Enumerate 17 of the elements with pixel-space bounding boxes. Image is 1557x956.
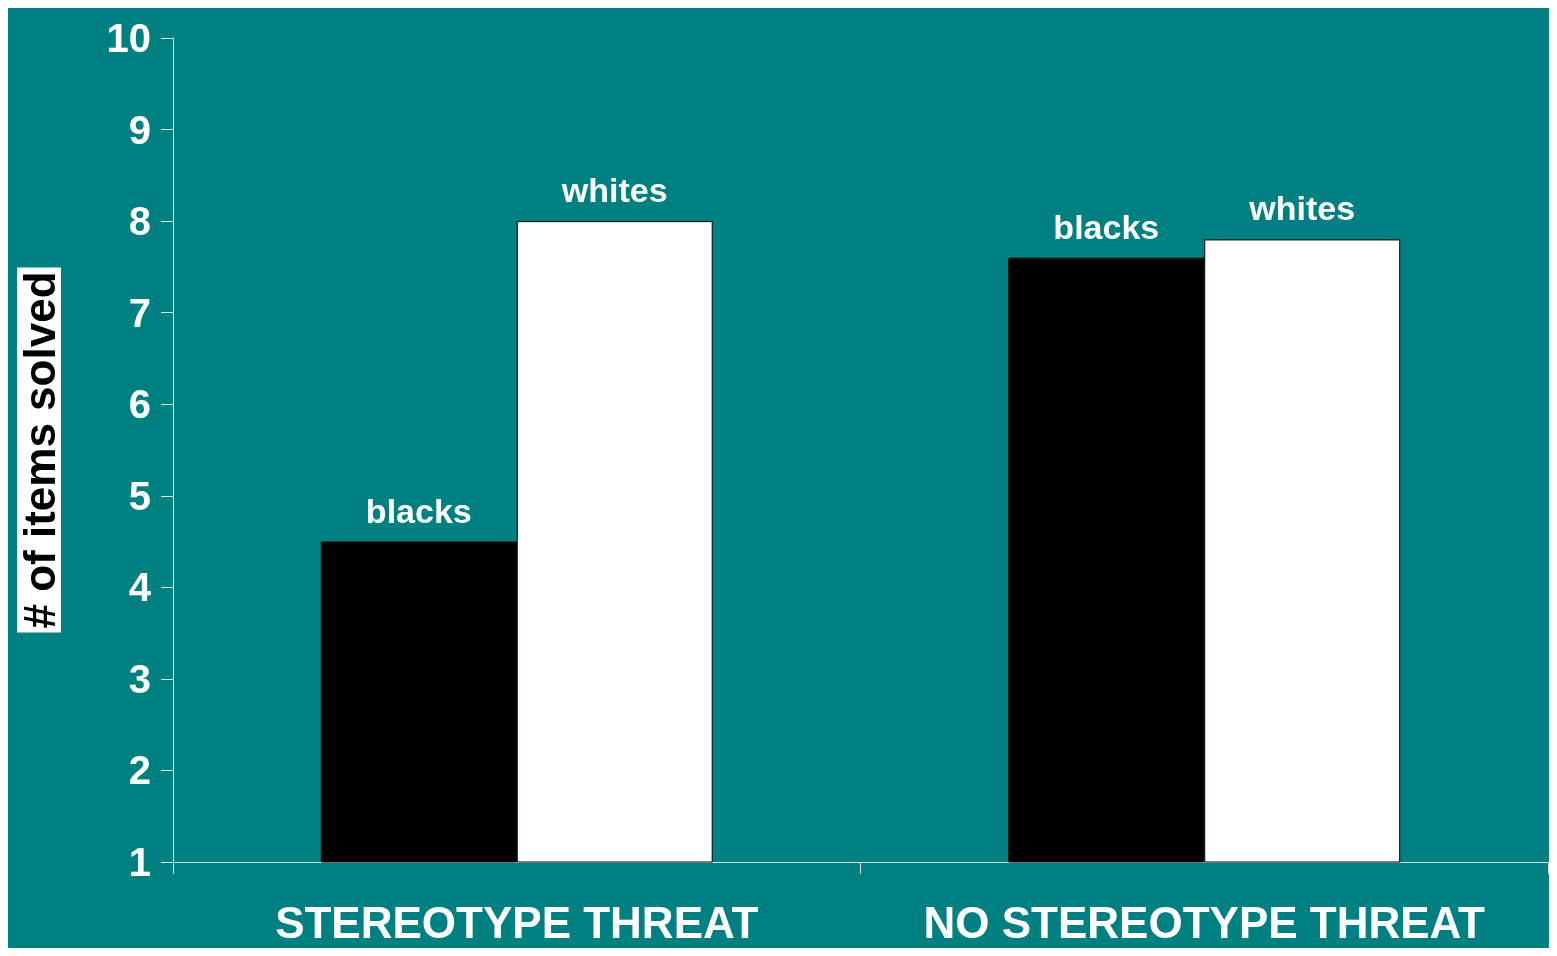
y-tick-label: 3 [128, 656, 151, 701]
y-tick-label: 8 [128, 199, 151, 244]
series-label: whites [560, 171, 668, 210]
y-tick-label: 7 [128, 290, 151, 335]
y-axis-title: # of items solved [14, 271, 64, 629]
x-tick-label: STEREOTYPE THREAT [275, 897, 759, 947]
text: whites [1249, 189, 1356, 228]
y-tick-label: 5 [128, 473, 151, 518]
y-tick-label: 9 [128, 107, 151, 152]
y-tick-label: 10 [106, 16, 151, 60]
series-label: blacks [365, 491, 472, 530]
text: blacks [1053, 207, 1160, 246]
x-tick-label: NO STEREOTYPE THREAT [923, 897, 1486, 947]
y-tick-label: 1 [128, 840, 151, 884]
y-tick-label: 2 [128, 748, 151, 793]
y-tick-label: 6 [128, 382, 151, 427]
y-tick-label: 4 [128, 565, 152, 610]
